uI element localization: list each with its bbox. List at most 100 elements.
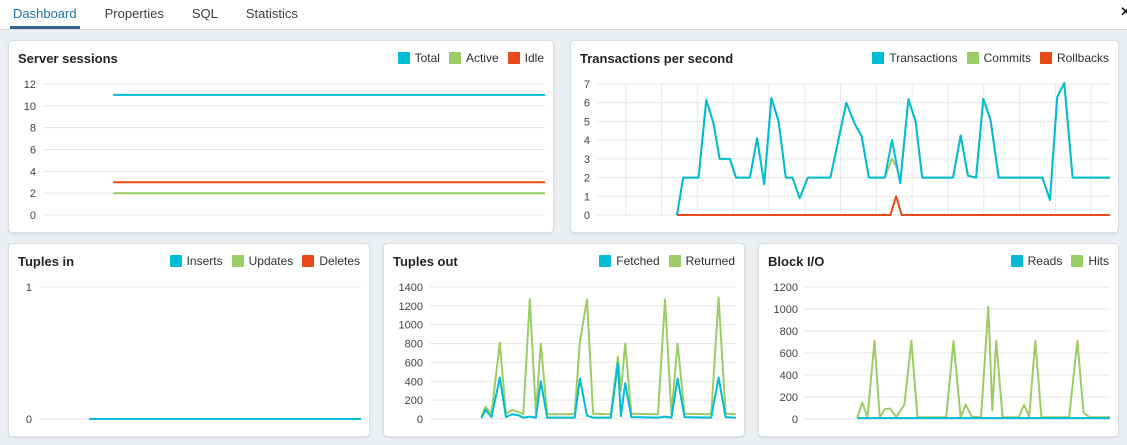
y-axis-tick-label: 1000: [774, 304, 798, 316]
panel-header: Tuples out Fetched Returned: [384, 244, 744, 272]
y-axis-tick-label: 4: [584, 135, 590, 147]
legend-swatch: [397, 52, 410, 64]
tab-dashboard[interactable]: Dashboard: [10, 0, 80, 29]
legend-item: Transactions: [872, 51, 958, 65]
legend-item: Active: [448, 51, 499, 65]
panel-title: Tuples in: [18, 253, 75, 269]
series-line-rollbacks: [677, 195, 1110, 216]
line-chart: 0 1 2 3 4 5 6 7: [584, 79, 1110, 222]
legend-swatch: [1039, 52, 1052, 64]
y-axis-tick-label: 4: [30, 166, 36, 178]
series-line-transactions: [676, 82, 1110, 216]
legend-label: Hits: [1088, 254, 1109, 268]
y-axis-tick-label: 1200: [399, 301, 423, 313]
legend: Transactions Commits Rollbacks: [863, 51, 1109, 65]
legend-swatch: [507, 52, 520, 64]
legend-swatch: [169, 255, 182, 267]
y-axis-tick-label: 0: [792, 414, 798, 426]
legend-item: Fetched: [599, 254, 660, 268]
y-axis-tick-label: 0: [30, 210, 36, 222]
y-axis-tick-label: 8: [30, 123, 36, 135]
series-line-hits: [856, 305, 1110, 419]
y-axis-tick-label: 7: [584, 79, 590, 91]
legend-swatch: [1071, 255, 1084, 267]
legend-label: Commits: [983, 51, 1031, 65]
y-axis-tick-label: 0: [584, 210, 590, 222]
y-axis-tick-label: 3: [584, 154, 590, 166]
y-axis-tick-label: 6: [30, 145, 36, 157]
panel-tuples-out: Tuples out Fetched Returned 0 200 400 600 800…: [383, 243, 745, 437]
chart-block-io: 0 200 400 600 800 1000 1200: [759, 272, 1118, 434]
legend: Reads Hits: [1002, 254, 1109, 268]
series-line-fetched: [480, 362, 737, 419]
panel-title: Transactions per second: [580, 50, 734, 66]
y-axis-tick-label: 1000: [399, 320, 423, 332]
y-axis-tick-label: 800: [405, 339, 423, 351]
legend-item: Total: [397, 51, 440, 65]
y-axis-tick-label: 1200: [774, 282, 798, 294]
y-axis-tick-label: 1: [26, 282, 32, 294]
legend-swatch: [1010, 255, 1023, 267]
legend: Inserts Updates Deletes: [161, 254, 360, 268]
legend-label: Idle: [524, 51, 544, 65]
y-axis-tick-label: 800: [780, 326, 798, 338]
tab-properties[interactable]: Properties: [104, 5, 164, 21]
y-axis-tick-label: 2: [30, 188, 36, 200]
tab-statistics[interactable]: Statistics: [245, 5, 298, 21]
legend-swatch: [966, 52, 979, 64]
legend: Total Active Idle: [389, 51, 544, 65]
tab-bar: Dashboard Properties SQL Statistics ✕: [0, 0, 1127, 30]
line-chart: 0 200 400 600 800 1000 1200 1400: [399, 282, 737, 426]
legend-swatch: [668, 255, 681, 267]
legend-swatch: [448, 52, 461, 64]
y-axis-tick-label: 2: [584, 173, 590, 185]
legend-item: Idle: [507, 51, 544, 65]
y-axis-tick-label: 12: [24, 79, 36, 91]
panel-title: Block I/O: [768, 253, 825, 269]
legend-item: Updates: [231, 254, 294, 268]
y-axis-tick-label: 200: [780, 392, 798, 404]
legend: Fetched Returned: [590, 254, 735, 268]
legend-item: Deletes: [302, 254, 360, 268]
y-axis-tick-label: 400: [405, 376, 423, 388]
series-line-returned: [480, 296, 737, 418]
legend-label: Fetched: [616, 254, 660, 268]
legend-item: Reads: [1010, 254, 1063, 268]
close-icon[interactable]: ✕: [1120, 4, 1127, 19]
legend-label: Total: [414, 51, 440, 65]
panel-transactions-per-second: Transactions per second Transactions Comm…: [570, 40, 1119, 233]
legend-label: Returned: [685, 254, 735, 268]
legend-label: Inserts: [186, 254, 223, 268]
y-axis-tick-label: 400: [780, 370, 798, 382]
y-axis-tick-label: 0: [26, 414, 32, 426]
y-axis-tick-label: 5: [584, 116, 590, 128]
y-axis-tick-label: 6: [584, 98, 590, 110]
tab-sql[interactable]: SQL: [191, 5, 218, 21]
y-axis-tick-label: 200: [405, 395, 423, 407]
legend-swatch: [231, 255, 244, 267]
y-axis-tick-label: 600: [780, 348, 798, 360]
legend-label: Transactions: [889, 51, 958, 65]
legend-item: Rollbacks: [1039, 51, 1109, 65]
legend-item: Hits: [1071, 254, 1109, 268]
legend-label: Updates: [248, 254, 294, 268]
legend-swatch: [302, 255, 315, 267]
legend-label: Active: [465, 51, 499, 65]
legend-item: Returned: [668, 254, 735, 268]
panel-title: Tuples out: [393, 253, 458, 269]
legend-label: Reads: [1027, 254, 1063, 268]
y-axis-tick-label: 10: [24, 101, 36, 113]
legend-swatch: [872, 52, 885, 64]
legend-swatch: [599, 255, 612, 267]
panel-header: Transactions per second Transactions Comm…: [571, 41, 1118, 69]
y-axis-tick-label: 0: [417, 414, 423, 426]
legend-item: Inserts: [169, 254, 223, 268]
y-axis-tick-label: 1: [584, 191, 590, 203]
panel-title: Server sessions: [18, 50, 118, 66]
y-axis-tick-label: 1400: [399, 282, 423, 294]
y-axis-tick-label: 600: [405, 357, 423, 369]
panel-block-io: Block I/O Reads Hits 0 200 400 600 800 1000 120…: [758, 243, 1119, 437]
